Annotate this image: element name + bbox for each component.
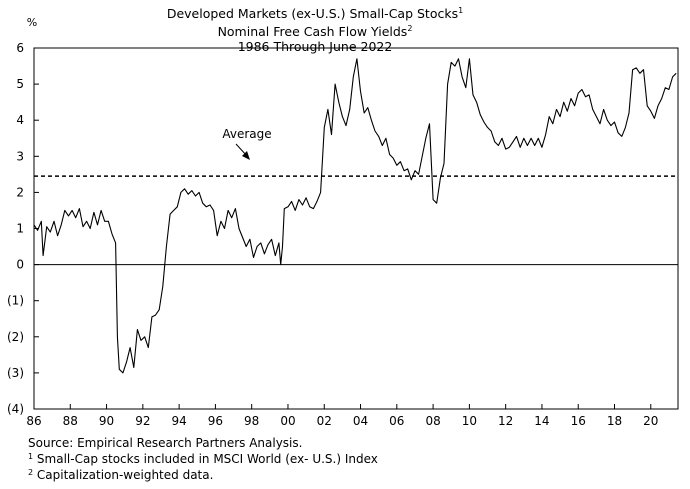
x-tick-label: 10 (462, 414, 477, 428)
x-tick-label: 86 (26, 414, 41, 428)
x-tick-label: 98 (244, 414, 259, 428)
average-arrow-head (242, 151, 250, 160)
series-layer (33, 58, 677, 374)
x-tick-label: 20 (643, 414, 658, 428)
x-tick-label: 12 (498, 414, 513, 428)
source-note: Source: Empirical Research Partners Anal… (28, 436, 303, 450)
fcf-yield-series-line (33, 58, 677, 374)
y-tick-label: 2 (16, 185, 24, 199)
chart-title: Developed Markets (ex-U.S.) Small-Cap St… (166, 6, 464, 21)
y-tick-label: 0 (16, 258, 24, 272)
plot-frame (33, 47, 679, 410)
y-tick-label: (3) (7, 366, 24, 380)
footnote-2: 2 Capitalization-weighted data. (28, 468, 214, 482)
x-tick-label: 02 (317, 414, 332, 428)
chart-title-block: Developed Markets (ex-U.S.) Small-Cap St… (0, 3, 630, 54)
x-tick-label: 90 (99, 414, 114, 428)
x-tick-label: 96 (208, 414, 223, 428)
y-tick-label: (1) (7, 294, 24, 308)
y-tick-label: 1 (16, 222, 24, 236)
y-tick-label: (4) (7, 402, 24, 416)
average-label: Average (222, 127, 271, 141)
x-tick-label: 06 (389, 414, 404, 428)
x-tick-label: 08 (425, 414, 440, 428)
y-tick-label: 4 (16, 113, 24, 127)
title-footnote-mark: 1 (458, 6, 464, 15)
y-tick-label: 6 (16, 41, 24, 55)
x-tick-label: 16 (571, 414, 586, 428)
y-tick-label: 5 (16, 77, 24, 91)
average-layer: Average (34, 127, 678, 177)
y-tick-label: (2) (7, 330, 24, 344)
y-axis-unit-label: % (27, 16, 37, 29)
x-tick-label: 14 (534, 414, 549, 428)
y-tick-label: 3 (16, 149, 24, 163)
chart-subtitle: Nominal Free Cash Flow Yields2 (217, 24, 413, 39)
x-tick-label: 92 (135, 414, 150, 428)
x-tick-label: 94 (171, 414, 186, 428)
footnote-1: 1 Small-Cap stocks included in MSCI Worl… (28, 452, 378, 466)
x-tick-label: 18 (607, 414, 622, 428)
x-tick-label: 88 (63, 414, 78, 428)
chart-period: 1986 Through June 2022 (237, 39, 393, 54)
subtitle-footnote-mark: 2 (407, 24, 413, 33)
footnotes: Source: Empirical Research Partners Anal… (28, 436, 378, 482)
x-tick-label: 04 (353, 414, 368, 428)
x-tick-label: 00 (280, 414, 295, 428)
